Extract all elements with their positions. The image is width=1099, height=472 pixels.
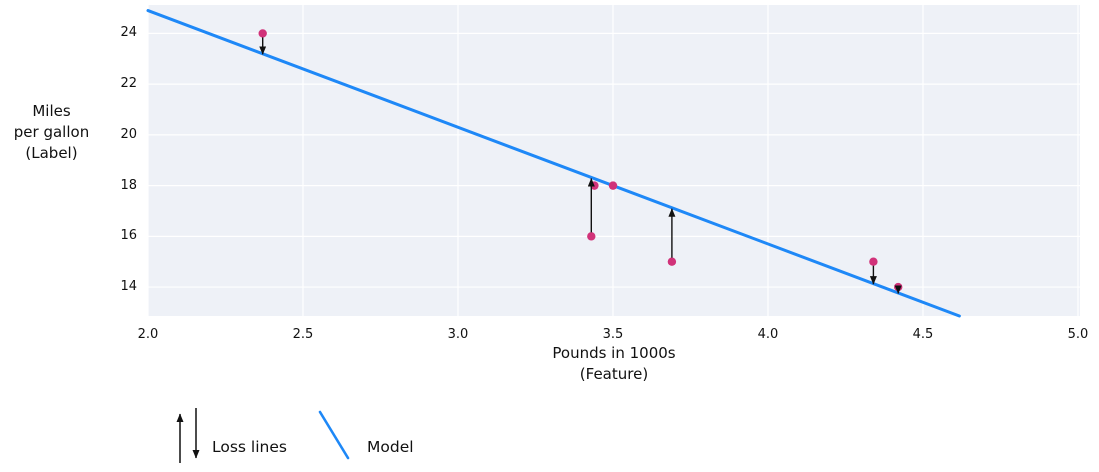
x-tick-label: 4.5 (912, 327, 934, 342)
loss-arrows (259, 37, 902, 294)
model-line-icon (318, 410, 350, 460)
x-tick-label: 3.5 (602, 327, 624, 342)
x-tick-label: 2.0 (137, 327, 159, 342)
data-point (587, 232, 596, 241)
data-point (258, 29, 267, 38)
y-tick-label: 24 (120, 25, 137, 41)
x-axis-label: Pounds in 1000s (Feature) (552, 344, 676, 383)
data-point (869, 257, 878, 266)
y-tick-label: 18 (120, 177, 137, 193)
legend-model-label: Model (367, 438, 414, 456)
plot-background (148, 5, 1080, 316)
y-tick-label: 14 (120, 279, 137, 295)
y-tick-label: 22 (120, 76, 137, 92)
y-tick-label: 20 (120, 126, 137, 142)
data-point (608, 181, 618, 190)
x-tick-label: 4.0 (757, 327, 779, 342)
scatter-plot-canvas (146, 5, 1080, 318)
y-axis-label: Miles per gallon (Label) (13, 102, 90, 162)
loss-lines-arrows-icon (176, 408, 200, 463)
x-tick-label: 5.0 (1067, 327, 1089, 342)
data-points (258, 29, 903, 292)
y-tick-label: 16 (120, 228, 137, 244)
model-line (146, 9, 961, 318)
x-tick-label: 3.0 (447, 327, 469, 342)
data-point (894, 282, 903, 292)
data-point (667, 257, 677, 266)
legend-loss-lines-label: Loss lines (212, 438, 287, 456)
x-tick-label: 2.5 (292, 327, 314, 342)
